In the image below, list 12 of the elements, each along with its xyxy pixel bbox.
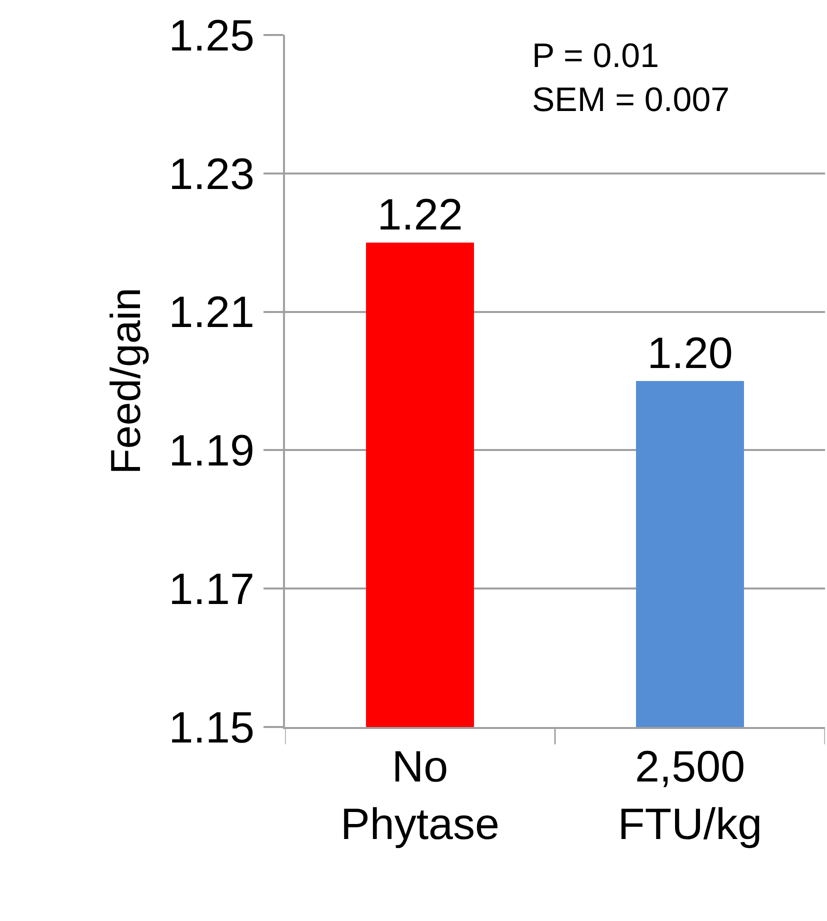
annotation: P = 0.01 SEM = 0.007 — [532, 37, 730, 120]
y-tick-label: 1.21 — [168, 288, 254, 338]
y-axis-title: Feed/gain — [102, 288, 150, 474]
x-tick-label: No Phytase — [340, 742, 500, 849]
data-label: 1.20 — [647, 329, 733, 378]
y-tick-label: 1.23 — [168, 150, 254, 199]
y-tick-label: 1.19 — [168, 426, 254, 476]
y-tick-label: 1.15 — [168, 703, 254, 752]
y-tick-label: 1.25 — [168, 11, 254, 60]
y-tick-label: 1.17 — [168, 565, 254, 614]
x-tick-label: 2,500 FTU/kg — [618, 742, 762, 849]
data-label: 1.22 — [377, 190, 463, 240]
